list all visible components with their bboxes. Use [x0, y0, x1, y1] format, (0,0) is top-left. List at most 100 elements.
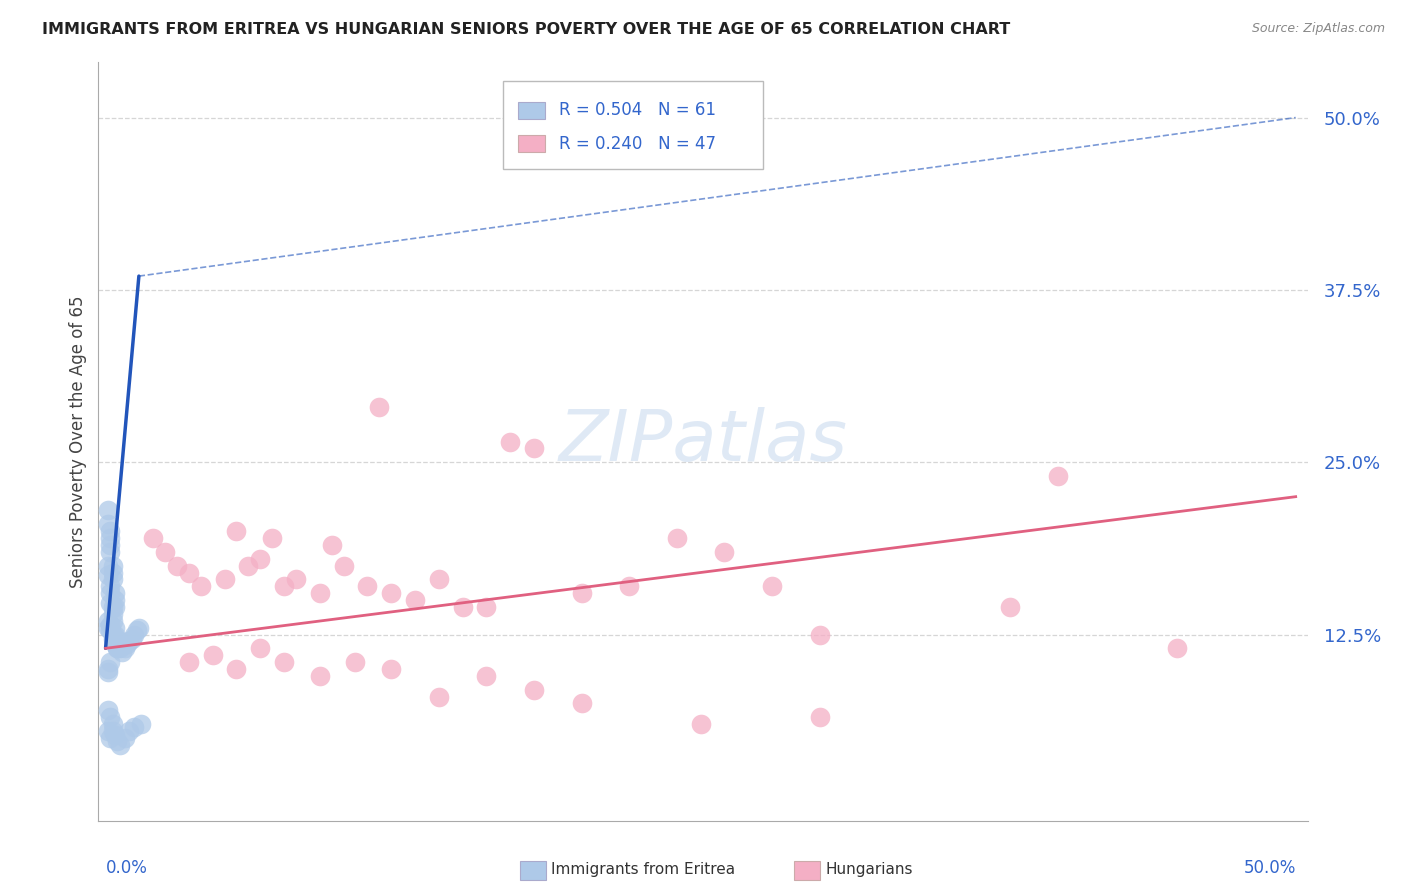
- Text: Hungarians: Hungarians: [825, 863, 912, 877]
- Point: [177, 655, 200, 669]
- Point: [104, 621, 127, 635]
- Point: [97, 568, 120, 582]
- Point: [427, 690, 450, 704]
- Point: [273, 579, 295, 593]
- Point: [761, 579, 783, 593]
- Point: [571, 697, 593, 711]
- Point: [121, 632, 143, 646]
- Point: [101, 717, 124, 731]
- Point: [332, 558, 354, 573]
- Point: [225, 524, 247, 538]
- Text: Source: ZipAtlas.com: Source: ZipAtlas.com: [1251, 22, 1385, 36]
- Point: [101, 573, 124, 587]
- Point: [97, 614, 120, 628]
- Text: Immigrants from Eritrea: Immigrants from Eritrea: [551, 863, 735, 877]
- Point: [101, 566, 124, 580]
- Point: [571, 586, 593, 600]
- Y-axis label: Seniors Poverty Over the Age of 65: Seniors Poverty Over the Age of 65: [69, 295, 87, 588]
- Point: [108, 641, 131, 656]
- Point: [104, 586, 127, 600]
- Point: [689, 717, 711, 731]
- Point: [108, 738, 131, 752]
- Point: [104, 593, 127, 607]
- Point: [98, 579, 121, 593]
- Point: [214, 573, 236, 587]
- Point: [97, 621, 120, 635]
- Point: [427, 573, 450, 587]
- Point: [238, 558, 260, 573]
- Point: [104, 634, 127, 648]
- Point: [98, 655, 121, 669]
- Text: ZIPatlas: ZIPatlas: [558, 407, 848, 476]
- Point: [107, 641, 129, 656]
- Point: [97, 703, 120, 717]
- Point: [368, 400, 391, 414]
- Point: [108, 634, 131, 648]
- Point: [190, 579, 212, 593]
- Point: [273, 655, 295, 669]
- FancyBboxPatch shape: [517, 136, 544, 152]
- Point: [107, 634, 129, 648]
- Point: [98, 531, 121, 545]
- Point: [101, 627, 124, 641]
- Point: [249, 551, 271, 566]
- Point: [97, 517, 120, 532]
- Point: [97, 558, 120, 573]
- FancyBboxPatch shape: [517, 102, 544, 119]
- Point: [118, 724, 141, 739]
- Point: [107, 637, 129, 651]
- Point: [111, 645, 134, 659]
- Point: [177, 566, 200, 580]
- Point: [111, 637, 134, 651]
- Point: [808, 710, 831, 724]
- Point: [101, 607, 124, 621]
- Point: [153, 545, 176, 559]
- Point: [115, 637, 138, 651]
- Point: [308, 669, 330, 683]
- Point: [499, 434, 522, 449]
- Point: [201, 648, 224, 663]
- Point: [98, 618, 121, 632]
- Point: [665, 531, 688, 545]
- Text: 50.0%: 50.0%: [1243, 859, 1296, 877]
- Point: [1166, 641, 1188, 656]
- Point: [122, 720, 145, 734]
- Point: [98, 586, 121, 600]
- Point: [114, 641, 136, 656]
- Point: [128, 621, 150, 635]
- Point: [104, 637, 127, 651]
- Point: [104, 599, 127, 614]
- Point: [97, 662, 120, 676]
- Text: R = 0.240   N = 47: R = 0.240 N = 47: [560, 135, 716, 153]
- Point: [98, 710, 121, 724]
- Text: 0.0%: 0.0%: [105, 859, 148, 877]
- Point: [808, 627, 831, 641]
- Point: [101, 632, 124, 646]
- Point: [118, 634, 141, 648]
- Point: [98, 524, 121, 538]
- Point: [98, 538, 121, 552]
- Point: [107, 733, 129, 747]
- Point: [97, 724, 120, 739]
- Point: [101, 558, 124, 573]
- Text: R = 0.504   N = 61: R = 0.504 N = 61: [560, 101, 716, 120]
- Point: [98, 624, 121, 638]
- Point: [380, 662, 402, 676]
- Point: [104, 627, 127, 641]
- Point: [451, 599, 474, 614]
- Point: [101, 614, 124, 628]
- Point: [166, 558, 188, 573]
- Point: [97, 665, 120, 679]
- Point: [125, 624, 148, 638]
- Point: [285, 573, 308, 587]
- Point: [404, 593, 426, 607]
- Point: [523, 442, 546, 456]
- Point: [249, 641, 271, 656]
- Point: [101, 724, 124, 739]
- Point: [1046, 469, 1069, 483]
- Point: [104, 728, 127, 742]
- FancyBboxPatch shape: [503, 81, 763, 169]
- Point: [97, 503, 120, 517]
- Point: [142, 531, 165, 545]
- Point: [225, 662, 247, 676]
